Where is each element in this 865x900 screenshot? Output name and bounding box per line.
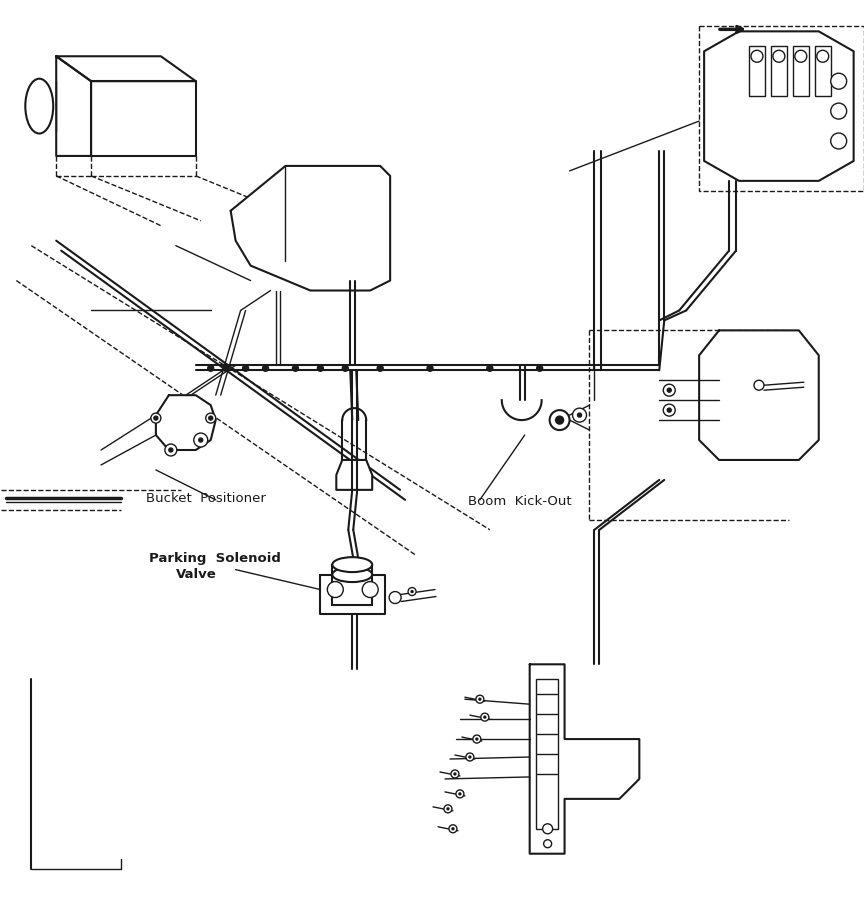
Bar bbox=[699, 26, 863, 191]
Circle shape bbox=[452, 828, 454, 830]
Text: Boom  Kick-Out: Boom Kick-Out bbox=[468, 495, 572, 508]
Circle shape bbox=[389, 591, 401, 604]
Circle shape bbox=[317, 365, 324, 372]
Circle shape bbox=[222, 365, 228, 372]
Circle shape bbox=[667, 408, 671, 412]
Circle shape bbox=[549, 410, 569, 430]
Circle shape bbox=[427, 365, 433, 372]
Circle shape bbox=[343, 365, 349, 372]
Bar bbox=[332, 564, 372, 605]
Circle shape bbox=[451, 770, 459, 778]
Bar bbox=[749, 46, 765, 96]
Bar bbox=[771, 46, 787, 96]
Circle shape bbox=[754, 380, 764, 391]
Polygon shape bbox=[56, 57, 195, 81]
Ellipse shape bbox=[332, 557, 372, 572]
Polygon shape bbox=[91, 81, 195, 156]
Circle shape bbox=[830, 133, 847, 149]
Circle shape bbox=[667, 388, 671, 392]
Polygon shape bbox=[231, 166, 390, 291]
Circle shape bbox=[327, 581, 343, 598]
Circle shape bbox=[573, 408, 586, 422]
Circle shape bbox=[555, 416, 564, 424]
Circle shape bbox=[208, 365, 214, 372]
Ellipse shape bbox=[25, 78, 54, 133]
Circle shape bbox=[578, 413, 581, 417]
Circle shape bbox=[773, 50, 785, 62]
Polygon shape bbox=[320, 574, 385, 615]
Circle shape bbox=[479, 698, 481, 700]
Circle shape bbox=[447, 808, 449, 810]
Circle shape bbox=[830, 104, 847, 119]
Ellipse shape bbox=[332, 567, 372, 582]
Circle shape bbox=[263, 365, 268, 372]
Circle shape bbox=[411, 590, 413, 592]
Circle shape bbox=[456, 790, 464, 798]
Circle shape bbox=[444, 805, 452, 813]
Circle shape bbox=[536, 365, 542, 372]
Circle shape bbox=[242, 365, 248, 372]
Circle shape bbox=[663, 384, 676, 396]
Circle shape bbox=[154, 416, 158, 420]
Polygon shape bbox=[704, 32, 854, 181]
Circle shape bbox=[408, 588, 416, 596]
Circle shape bbox=[208, 416, 213, 420]
Circle shape bbox=[199, 438, 202, 442]
Polygon shape bbox=[156, 395, 215, 450]
Bar bbox=[535, 680, 558, 829]
Polygon shape bbox=[699, 330, 819, 460]
Circle shape bbox=[663, 404, 676, 416]
Circle shape bbox=[206, 413, 215, 423]
Bar bbox=[793, 46, 809, 96]
Circle shape bbox=[543, 840, 552, 848]
Circle shape bbox=[817, 50, 829, 62]
Polygon shape bbox=[336, 460, 372, 490]
Circle shape bbox=[795, 50, 807, 62]
Circle shape bbox=[459, 793, 461, 795]
Circle shape bbox=[476, 738, 477, 740]
Circle shape bbox=[487, 365, 493, 372]
Circle shape bbox=[466, 753, 474, 761]
Bar bbox=[815, 46, 830, 96]
Polygon shape bbox=[56, 57, 91, 156]
Circle shape bbox=[830, 73, 847, 89]
Circle shape bbox=[454, 773, 456, 775]
Circle shape bbox=[751, 50, 763, 62]
Text: Bucket  Positioner: Bucket Positioner bbox=[146, 491, 266, 505]
Circle shape bbox=[449, 824, 457, 832]
Circle shape bbox=[165, 444, 176, 456]
Circle shape bbox=[542, 824, 553, 833]
Polygon shape bbox=[529, 664, 639, 854]
Circle shape bbox=[151, 413, 161, 423]
Circle shape bbox=[481, 713, 489, 721]
Text: Valve: Valve bbox=[176, 568, 216, 580]
Circle shape bbox=[194, 433, 208, 447]
Text: Parking  Solenoid: Parking Solenoid bbox=[149, 552, 281, 564]
Circle shape bbox=[473, 735, 481, 743]
Circle shape bbox=[292, 365, 298, 372]
Circle shape bbox=[469, 756, 471, 758]
Circle shape bbox=[484, 716, 486, 718]
Circle shape bbox=[377, 365, 383, 372]
Circle shape bbox=[169, 448, 173, 452]
Circle shape bbox=[476, 695, 484, 703]
Circle shape bbox=[362, 581, 378, 598]
